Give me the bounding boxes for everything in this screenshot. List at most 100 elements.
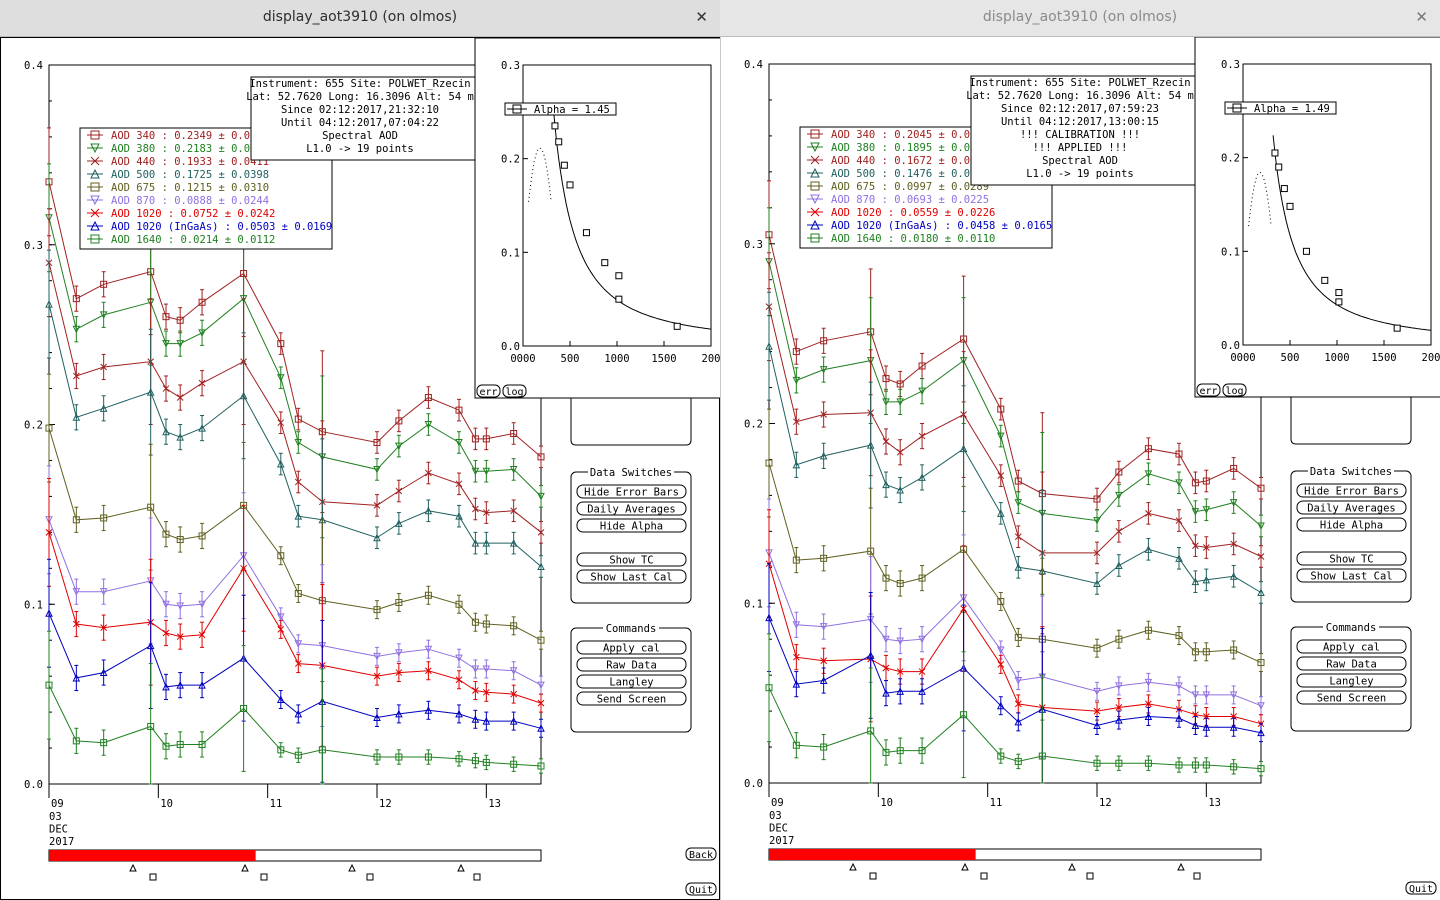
square-marker (176, 316, 184, 324)
switch-button-hide-error-bars[interactable] (1296, 483, 1407, 498)
inset-point (1275, 163, 1283, 171)
x-marker (1202, 544, 1210, 551)
square-marker (1093, 644, 1101, 652)
switch-button-hide-error-bars[interactable] (576, 484, 687, 499)
inset-point (560, 161, 568, 169)
triangle-marker (1144, 545, 1153, 553)
command-button-send-screen[interactable] (1296, 690, 1407, 705)
triangle-marker (162, 427, 170, 436)
square-marker (100, 739, 108, 747)
log-button[interactable] (502, 384, 527, 398)
x-marker (1093, 707, 1101, 715)
back-button[interactable] (685, 847, 717, 861)
down-triangle-marker (455, 438, 463, 447)
square-marker (198, 532, 206, 540)
quit-button[interactable] (685, 882, 717, 896)
square-marker (1093, 759, 1101, 767)
switch-button-show-tc[interactable] (576, 552, 687, 567)
series-aod-500 (765, 291, 1265, 653)
command-button-langley[interactable] (1296, 673, 1407, 688)
inset-point (615, 295, 623, 303)
triangle-marker (1175, 554, 1183, 562)
inset-point (555, 138, 563, 146)
switch-button-label: Daily Averages (1307, 503, 1396, 515)
down-triangle-marker (1229, 499, 1238, 507)
title-bar[interactable]: display_aot3910 (on olmos) ✕ (720, 0, 1440, 37)
command-button-apply-cal[interactable] (576, 640, 687, 655)
square-marker (1175, 761, 1183, 769)
down-triangle-marker (819, 623, 828, 631)
square-marker (810, 129, 820, 139)
legend-entry: AOD 380 : 0.1895 ± 0.04 (831, 142, 976, 154)
square-marker (997, 405, 1005, 413)
square-marker (1257, 765, 1265, 773)
window-title: display_aot3910 (on olmos) (262, 9, 458, 25)
triangle-marker (373, 713, 381, 721)
x-marker (482, 509, 490, 516)
triangle-marker (294, 512, 303, 520)
x-marker (240, 564, 247, 572)
legend-entry: AOD 380 : 0.2183 ± 0.04 (111, 143, 256, 155)
square-marker (1038, 752, 1046, 760)
command-button-raw-data[interactable] (576, 657, 687, 672)
x-date-label: 03 (769, 810, 782, 822)
progress-tri-marker (129, 863, 137, 872)
down-triangle-marker (276, 374, 285, 382)
close-icon[interactable]: ✕ (695, 8, 708, 26)
x-marker (1230, 540, 1238, 548)
triangle-marker (537, 724, 545, 732)
down-triangle-marker (162, 340, 170, 348)
triangle-marker (819, 451, 828, 460)
quit-button[interactable] (1405, 881, 1437, 895)
triangle-marker (99, 668, 108, 677)
info-line: Since 02:12:2017,21:32:10 (281, 104, 439, 116)
y-tick-label: 0.2 (744, 419, 763, 431)
close-icon[interactable]: ✕ (1415, 8, 1428, 26)
square-marker (1144, 759, 1152, 767)
triangle-marker (765, 613, 773, 622)
down-triangle-marker (395, 442, 403, 451)
window-title: display_aot3910 (on olmos) (982, 9, 1178, 25)
square-marker (1202, 477, 1210, 485)
legend-entry: AOD 1020 : 0.0752 ± 0.0242 (111, 208, 275, 220)
progress-tri-marker (348, 863, 356, 872)
triangle-marker (996, 509, 1005, 517)
command-button-langley[interactable] (576, 674, 687, 689)
inset-point (566, 181, 574, 189)
time-progress-bar (48, 849, 542, 881)
command-button-apply-cal[interactable] (1296, 639, 1407, 654)
down-triangle-marker (1144, 470, 1153, 478)
x-tick-label: 10 (160, 798, 173, 810)
inset-x-label: 200 (702, 353, 720, 365)
switch-button-show-tc[interactable] (1296, 551, 1407, 566)
err-button[interactable] (1196, 383, 1221, 397)
square-marker (294, 415, 302, 423)
square-marker (100, 514, 108, 522)
down-triangle-marker (471, 665, 480, 674)
triangle-marker (162, 682, 170, 691)
legend-entry: AOD 870 : 0.0693 ± 0.0225 (831, 194, 989, 206)
triangle-marker (198, 423, 206, 432)
down-triangle-marker (471, 467, 480, 476)
x-date-label: 2017 (49, 836, 74, 848)
down-triangle-marker (294, 640, 303, 648)
switch-button-daily-averages[interactable] (1296, 500, 1407, 515)
square-marker (395, 417, 403, 425)
command-button-send-screen[interactable] (576, 691, 687, 706)
switch-button-daily-averages[interactable] (576, 501, 687, 516)
triangle-marker (996, 701, 1005, 710)
log-button[interactable] (1222, 383, 1247, 397)
switch-button-show-last-cal[interactable] (1296, 568, 1407, 583)
x-marker (882, 438, 890, 445)
command-button-raw-data[interactable] (1296, 656, 1407, 671)
switch-button-hide-alpha[interactable] (576, 518, 687, 533)
title-bar[interactable]: display_aot3910 (on olmos) ✕ (0, 0, 720, 37)
square-marker (162, 313, 170, 321)
err-button[interactable] (476, 384, 501, 398)
switch-button-show-last-cal[interactable] (576, 569, 687, 584)
switch-button-hide-alpha[interactable] (1296, 517, 1407, 532)
x-tick-label: 10 (880, 797, 893, 809)
square-marker (90, 182, 100, 192)
progress-tri-marker (1068, 862, 1076, 871)
triangle-marker (276, 695, 285, 704)
